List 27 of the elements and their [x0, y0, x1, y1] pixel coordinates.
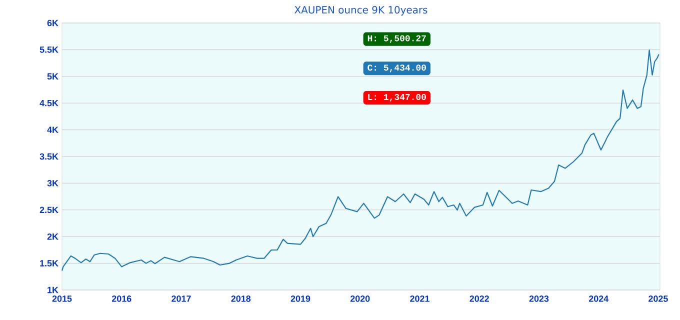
- x-tick-label: 2015: [52, 296, 72, 302]
- x-tick-label: 2019: [290, 296, 310, 302]
- x-tick-label: 2021: [410, 296, 430, 302]
- x-tick-label: 2024: [588, 296, 609, 302]
- y-tick-label: 3.5K: [40, 153, 58, 160]
- chart-title: XAUPEN ounce 9K 10years: [294, 6, 428, 16]
- y-tick-label: 2K: [47, 233, 58, 240]
- x-tick-label: 2022: [470, 296, 489, 302]
- x-tick-label: 2025: [648, 296, 668, 302]
- line-series: [61, 49, 660, 272]
- y-tick-label: 6K: [47, 20, 58, 26]
- x-tick-label: 2017: [172, 296, 191, 302]
- y-tick-label: 5.5K: [40, 46, 58, 53]
- y-tick-label: 1.5K: [40, 260, 58, 266]
- y-tick-label: 3K: [47, 180, 58, 186]
- y-tick-label: 4.5K: [40, 100, 58, 106]
- x-tick-label: 2016: [112, 296, 132, 302]
- x-tick-label: 2023: [529, 296, 549, 302]
- y-tick-label: 5K: [47, 73, 58, 80]
- y-tick-label: 2.5K: [40, 206, 58, 214]
- x-tick-label: 2018: [231, 296, 251, 302]
- y-tick-label: 1K: [48, 286, 58, 294]
- y-tick-label: 4K: [47, 126, 58, 133]
- annotation: H: 5,500.27: [368, 35, 426, 43]
- annotation: C: 5,434.00: [368, 64, 426, 72]
- x-tick-label: 2020: [350, 296, 370, 302]
- annotation: L: 1,347.00: [368, 94, 426, 102]
